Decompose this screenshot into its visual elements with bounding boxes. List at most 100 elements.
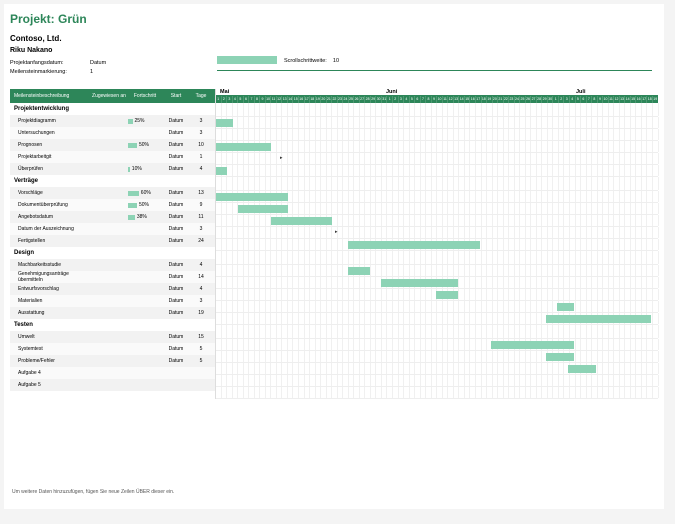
task-row[interactable]: AusstattungDatum19 [10, 307, 215, 319]
task-days: 4 [190, 286, 212, 292]
month-label: Juni [386, 89, 397, 95]
task-row[interactable]: Entwurfsvorschlag Datum4 [10, 283, 215, 295]
gantt-bar[interactable] [546, 315, 651, 323]
timeline-top-rule [217, 70, 652, 71]
section-header: Verträge [10, 175, 215, 187]
task-start: Datum [162, 166, 190, 172]
task-progress: 50% [128, 202, 162, 208]
task-start: Datum [162, 118, 190, 124]
task-row[interactable]: ProjektarbeitgitDatum1 [10, 151, 215, 163]
task-row[interactable]: Projektdiagramm25%Datum3 [10, 115, 215, 127]
task-name: Angebotsdatum [10, 214, 90, 220]
task-row[interactable]: UmweltDatum15 [10, 331, 215, 343]
task-row[interactable]: Genehmigungsanträge übermittelnDatum14 [10, 271, 215, 283]
task-days: 24 [190, 238, 212, 244]
task-name: Aufgabe 4 [10, 370, 90, 376]
task-row[interactable]: Fertigstellen Datum24 [10, 235, 215, 247]
task-start: Datum [162, 346, 190, 352]
task-row[interactable]: UntersuchungenDatum3 [10, 127, 215, 139]
task-name: Ausstattung [10, 310, 90, 316]
task-start: Datum [162, 358, 190, 364]
col-header-days: Tage [190, 93, 212, 99]
gantt-bar[interactable] [216, 193, 288, 201]
gantt-bar[interactable] [348, 267, 370, 275]
month-label: Mai [220, 89, 229, 95]
gantt-grid-row [216, 375, 658, 387]
gantt-bar[interactable] [491, 341, 574, 349]
task-row[interactable]: Prognosen 50%Datum10 [10, 139, 215, 151]
progress-bar [128, 167, 130, 172]
task-row[interactable]: Vorschläge60%Datum13 [10, 187, 215, 199]
scroll-label-row: Scrollschrittweite: 10 [284, 58, 339, 64]
task-name: Fertigstellen [10, 238, 90, 244]
gantt-bar[interactable] [216, 143, 271, 151]
gantt-grid-row [216, 129, 658, 141]
task-progress: 50% [128, 142, 162, 148]
scroll-indicator[interactable] [217, 56, 277, 64]
task-days: 3 [190, 298, 212, 304]
gantt-grid-row [216, 265, 658, 277]
task-start: Datum [162, 286, 190, 292]
progress-bar [128, 143, 137, 148]
company-name: Contoso, Ltd. [10, 34, 658, 43]
task-name: Umwelt [10, 334, 90, 340]
task-name: Probleme/Fehler [10, 358, 90, 364]
task-start: Datum [162, 214, 190, 220]
gantt-bar[interactable] [216, 119, 233, 127]
gantt-bar[interactable] [546, 353, 574, 361]
day-cell: 19 [653, 96, 659, 103]
col-header-start: Start [162, 93, 190, 99]
gantt-bar[interactable] [381, 279, 458, 287]
task-row[interactable]: Probleme/FehlerDatum5 [10, 355, 215, 367]
timeline-header: Mai Juni Juli 1234567891011121314151617181… [216, 89, 658, 103]
task-days: 10 [190, 142, 212, 148]
task-row[interactable]: Dokumentüberprüfung50%Datum9 [10, 199, 215, 211]
task-progress: 10% [128, 166, 162, 172]
task-name: Entwurfsvorschlag [10, 286, 90, 292]
start-date-label: Projektanfangsdatum: [10, 60, 80, 66]
main-content: Meilensteinbeschreibung Zugewiesen an Fo… [10, 89, 658, 399]
task-name: Prognosen [10, 142, 90, 148]
task-table: Meilensteinbeschreibung Zugewiesen an Fo… [10, 89, 215, 399]
project-title: Projekt: Grün [10, 12, 658, 26]
task-row[interactable]: MaterialienDatum3 [10, 295, 215, 307]
gantt-bar[interactable] [557, 303, 574, 311]
task-name: Untersuchungen [10, 130, 90, 136]
gantt-grid-row [216, 251, 658, 265]
gantt-bar[interactable] [568, 365, 596, 373]
scroll-step-label: Scrollschrittweite: [284, 58, 327, 64]
milestone-value: 1 [90, 69, 93, 75]
task-start: Datum [162, 154, 190, 160]
task-row[interactable]: SystemtestDatum5 [10, 343, 215, 355]
task-start: Datum [162, 238, 190, 244]
gantt-bar[interactable] [348, 241, 480, 249]
gantt-grid-row [216, 387, 658, 399]
task-progress: 25% [128, 118, 162, 124]
task-row[interactable]: MachbarkeitsstudieDatum4 [10, 259, 215, 271]
task-row[interactable]: Angebotsdatum38%Datum11 [10, 211, 215, 223]
gantt-grid-row [216, 351, 658, 363]
gantt-bar[interactable] [238, 205, 288, 213]
task-days: 13 [190, 190, 212, 196]
month-label: Juli [576, 89, 585, 95]
task-start: Datum [162, 142, 190, 148]
task-row[interactable]: Aufgabe 5 [10, 379, 215, 391]
task-row[interactable]: Überprüfen10%Datum4 [10, 163, 215, 175]
gantt-bar[interactable] [436, 291, 458, 299]
task-row[interactable]: Aufgabe 4 [10, 367, 215, 379]
gantt-grid-row [216, 325, 658, 339]
milestone-label: Meilensteinmarkierung: [10, 69, 80, 75]
task-name: Projektarbeitgit [10, 154, 90, 160]
gantt-bar[interactable] [216, 167, 227, 175]
milestone-marker: ▸ [280, 155, 283, 161]
gantt-body: ▸▸ [216, 103, 658, 399]
task-name: Datum der Auszeichnung [10, 226, 90, 232]
gantt-bar[interactable] [271, 217, 332, 225]
manager-name: Riku Nakano [10, 47, 658, 54]
task-name: Machbarkeitsstudie [10, 262, 90, 268]
gantt-grid-row [216, 227, 658, 239]
day-row: 1234567891011121314151617181920212223242… [216, 96, 658, 103]
footer-note: Um weitere Daten hinzuzufügen, fügen Sie… [12, 489, 174, 495]
task-row[interactable]: Datum der AuszeichnungDatum3 [10, 223, 215, 235]
task-name: Aufgabe 5 [10, 382, 90, 388]
